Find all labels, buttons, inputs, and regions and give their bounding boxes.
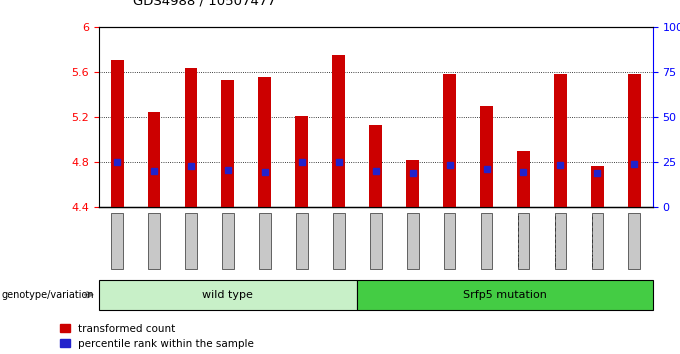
Bar <box>184 68 197 207</box>
Bar <box>333 55 345 207</box>
Bar <box>111 61 124 207</box>
Bar <box>222 80 235 207</box>
Bar <box>148 112 160 207</box>
Legend: transformed count, percentile rank within the sample: transformed count, percentile rank withi… <box>60 324 254 349</box>
Bar <box>443 74 456 207</box>
Bar <box>480 105 493 207</box>
Bar <box>258 77 271 207</box>
Bar <box>517 151 530 207</box>
Text: Srfp5 mutation: Srfp5 mutation <box>463 290 547 300</box>
Bar <box>406 160 419 207</box>
Text: wild type: wild type <box>203 290 254 300</box>
Text: genotype/variation: genotype/variation <box>1 290 94 300</box>
Bar <box>369 125 382 207</box>
Bar <box>628 74 641 207</box>
Bar <box>554 74 567 207</box>
Bar <box>295 116 308 207</box>
Text: GDS4988 / 10507477: GDS4988 / 10507477 <box>133 0 275 7</box>
Bar <box>591 166 604 207</box>
